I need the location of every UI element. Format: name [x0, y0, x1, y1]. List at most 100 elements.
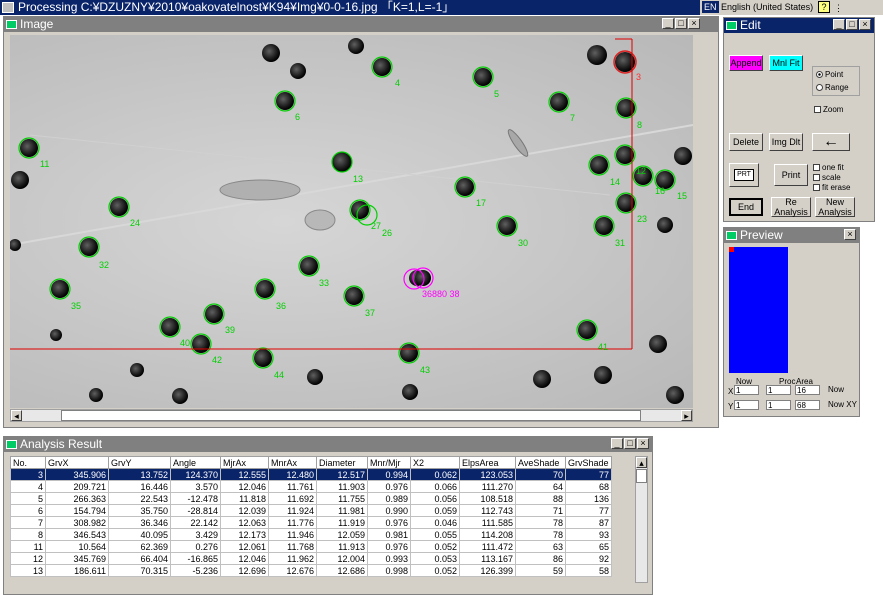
zoom-checkbox[interactable]: Zoom — [814, 105, 843, 114]
analysis-window-titlebar[interactable]: Analysis Result _ □ × — [4, 437, 652, 452]
scroll-thumb[interactable] — [61, 410, 641, 421]
y-proc-field[interactable]: 1 — [766, 400, 791, 410]
table-cell: 12.004 — [316, 552, 368, 565]
close-icon[interactable]: × — [688, 18, 700, 29]
edit-window-titlebar[interactable]: Edit _ □ × — [724, 18, 874, 33]
table-row[interactable]: 4 209.721 16.446 3.570 12.046 11.761 11.903 0.9… — [10, 480, 612, 493]
table-cell: 12.686 — [316, 564, 368, 577]
table-vertical-scrollbar[interactable]: ▴ — [635, 456, 648, 583]
fit-erase-checkbox[interactable]: fit erase — [813, 183, 850, 192]
image-window-titlebar[interactable]: Image _ □ × — [4, 17, 718, 32]
particle-label: 36 — [276, 301, 287, 311]
delete-button[interactable]: Delete — [729, 133, 763, 151]
column-header[interactable]: GrvY — [108, 456, 171, 469]
one-fit-checkbox[interactable]: one fit — [813, 163, 844, 172]
table-row[interactable]: 3 345.906 13.752 124.370 12.555 12.480 12.517 0… — [10, 468, 612, 481]
maximize-icon[interactable]: □ — [846, 19, 858, 30]
table-cell: 0.053 — [410, 552, 460, 565]
table-cell: 124.370 — [170, 468, 221, 481]
language-bar[interactable]: EN English (United States) ? ⋮ — [700, 0, 883, 15]
table-cell: 12.555 — [220, 468, 269, 481]
table-row[interactable]: 8 346.543 40.095 3.429 12.173 11.946 12.059 0.9… — [10, 528, 612, 541]
column-header[interactable]: X2 — [410, 456, 460, 469]
particle-label: 16 — [655, 186, 666, 196]
range-radio[interactable]: Range — [816, 83, 849, 92]
column-header[interactable]: MnrAx — [268, 456, 317, 469]
help-icon[interactable]: ? — [818, 1, 830, 13]
maximize-icon[interactable]: □ — [675, 18, 687, 29]
table-cell: 11.903 — [316, 480, 368, 493]
table-cell: 22.142 — [170, 516, 221, 529]
preview-window-titlebar[interactable]: Preview × — [724, 228, 859, 243]
y-now-field[interactable]: 1 — [734, 400, 759, 410]
scroll-up-icon[interactable]: ▴ — [636, 457, 647, 468]
table-cell: 12.480 — [268, 468, 317, 481]
back-arrow-icon[interactable]: ← — [812, 133, 850, 151]
table-cell: 0.994 — [367, 468, 411, 481]
table-cell: 0.990 — [367, 504, 411, 517]
table-cell: 71 — [515, 504, 566, 517]
table-row[interactable]: 12 345.769 66.404 -16.865 12.046 11.962 12.004… — [10, 552, 612, 565]
particle-image[interactable] — [10, 35, 693, 408]
scroll-thumb[interactable] — [636, 469, 647, 483]
table-cell: 111.472 — [459, 540, 516, 553]
new-analysis-button[interactable]: New Analysis — [815, 197, 855, 217]
table-cell: 70 — [515, 468, 566, 481]
table-row[interactable]: 5 266.363 22.543 -12.478 11.818 11.692 11.755 0… — [10, 492, 612, 505]
maximize-icon[interactable]: □ — [624, 438, 636, 449]
x-proc-field[interactable]: 1 — [766, 385, 791, 395]
re-analysis-button[interactable]: Re Analysis — [771, 197, 811, 217]
scale-checkbox[interactable]: scale — [813, 173, 841, 182]
table-cell: 12.059 — [316, 528, 368, 541]
save-disk-icon[interactable]: PRT — [729, 163, 759, 187]
table-cell: -5.236 — [170, 564, 221, 577]
column-header[interactable]: GrvX — [45, 456, 109, 469]
table-cell: 64 — [515, 480, 566, 493]
column-header[interactable]: MjrAx — [220, 456, 269, 469]
language-code[interactable]: EN — [702, 1, 719, 13]
table-cell: 186.611 — [45, 564, 109, 577]
column-header[interactable]: Mnr/Mjr — [367, 456, 411, 469]
manual-fit-button[interactable]: Mnl Fit — [769, 55, 803, 71]
column-header[interactable]: GrvShade — [565, 456, 612, 469]
point-range-group — [812, 66, 860, 96]
table-cell: 126.399 — [459, 564, 516, 577]
print-button[interactable]: Print — [774, 164, 808, 186]
table-cell: 5 — [10, 492, 46, 505]
image-canvas[interactable]: 3 4 5 6 7 8 11 12 13 14 15 16 17 23 24 2… — [10, 35, 693, 408]
col-now-label: Now — [736, 377, 753, 386]
table-row[interactable]: 11 10.564 62.369 0.276 12.061 11.768 11.913 0.9… — [10, 540, 612, 553]
analysis-result-table[interactable]: No. GrvX GrvY Angle MjrAx MnrAx Diameter Mnr/Mj… — [10, 456, 612, 577]
y-area-field[interactable]: 68 — [795, 400, 820, 410]
table-cell: 0.052 — [410, 540, 460, 553]
image-delete-button[interactable]: Img Dlt — [769, 133, 803, 151]
minimize-icon[interactable]: _ — [833, 19, 845, 30]
column-header[interactable]: Diameter — [316, 456, 368, 469]
scroll-left-icon[interactable]: ◂ — [11, 410, 22, 421]
scroll-right-icon[interactable]: ▸ — [681, 410, 692, 421]
table-row[interactable]: 7 308.982 36.346 22.142 12.063 11.776 11.919 0.… — [10, 516, 612, 529]
particle-label: 23 — [637, 214, 648, 224]
point-radio[interactable]: Point — [816, 70, 843, 79]
options-icon[interactable]: ⋮ — [834, 3, 843, 13]
table-row[interactable]: 6 154.794 35.750 -28.814 12.039 11.924 11.981 0… — [10, 504, 612, 517]
column-header[interactable]: Angle — [170, 456, 221, 469]
table-cell: 40.095 — [108, 528, 171, 541]
append-button[interactable]: Append — [729, 55, 763, 71]
table-cell: 70.315 — [108, 564, 171, 577]
table-cell: 12.676 — [268, 564, 317, 577]
minimize-icon[interactable]: _ — [611, 438, 623, 449]
x-now-field[interactable]: 1 — [734, 385, 759, 395]
close-icon[interactable]: × — [844, 229, 856, 240]
end-button[interactable]: End — [729, 198, 763, 216]
column-header[interactable]: AveShade — [515, 456, 566, 469]
column-header[interactable]: No. — [10, 456, 46, 469]
close-icon[interactable]: × — [637, 438, 649, 449]
close-icon[interactable]: × — [859, 19, 871, 30]
image-horizontal-scrollbar[interactable]: ◂ ▸ — [10, 409, 693, 422]
x-area-field[interactable]: 16 — [795, 385, 820, 395]
column-header[interactable]: ElpsArea — [459, 456, 516, 469]
table-row[interactable]: 13 186.611 70.315 -5.236 12.696 12.676 12.686 0… — [10, 564, 612, 577]
table-cell: 123.053 — [459, 468, 516, 481]
minimize-icon[interactable]: _ — [662, 18, 674, 29]
